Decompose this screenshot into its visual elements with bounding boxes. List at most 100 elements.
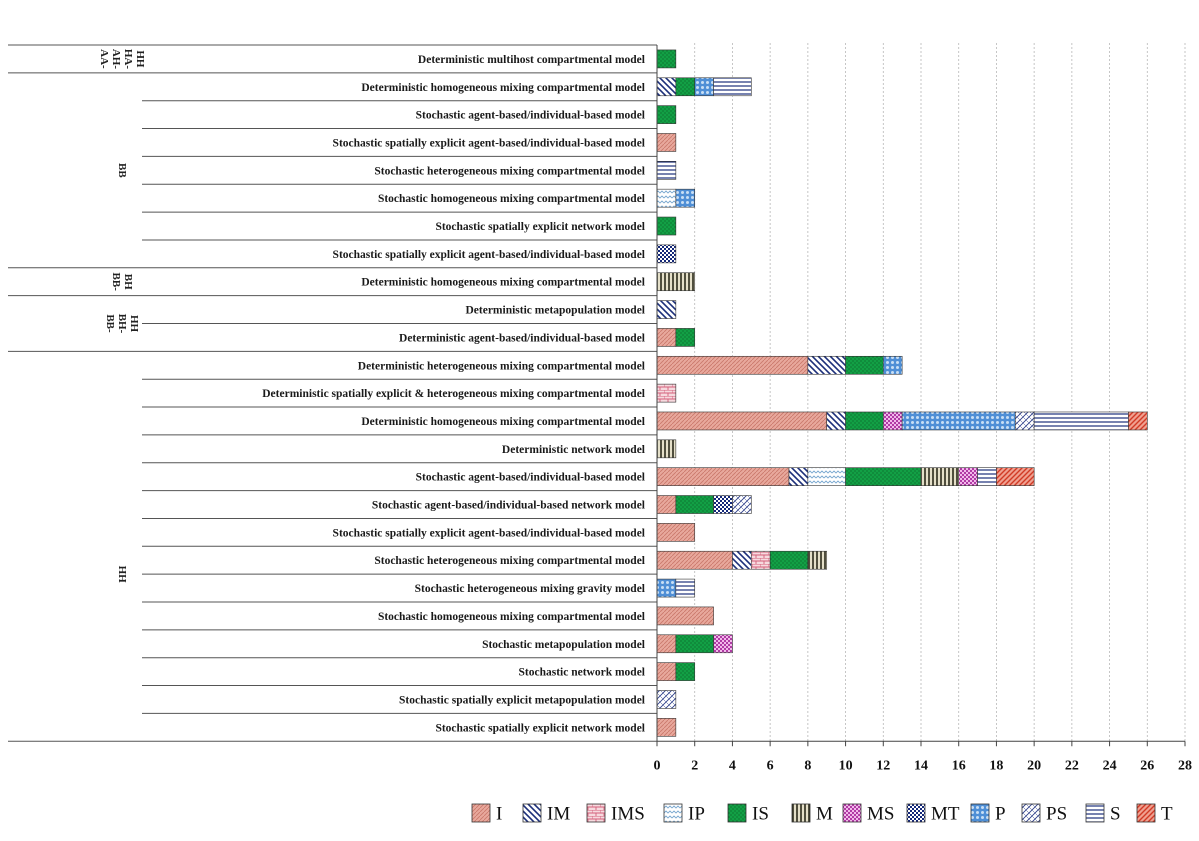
legend-label-s: S xyxy=(1110,804,1121,825)
legend-label-ip: IP xyxy=(688,804,705,825)
group-label: HA- xyxy=(122,49,134,70)
bar-segment-ip xyxy=(656,188,677,208)
legend-label-im: IM xyxy=(547,804,570,825)
group-label: HH xyxy=(134,50,146,68)
category-label: Stochastic heterogeneous mixing gravity … xyxy=(415,583,645,595)
bar-segment-is xyxy=(675,77,696,97)
category-label: Stochastic agent-based/individual-based … xyxy=(416,472,645,484)
bar-segment-i xyxy=(656,523,696,542)
category-label: Stochastic spatially explicit metapopula… xyxy=(399,694,645,706)
legend-label-i: I xyxy=(496,804,502,825)
category-label: Stochastic spatially explicit agent-base… xyxy=(333,249,645,261)
bar-segment-i xyxy=(656,133,677,152)
bar-segment-mt xyxy=(656,244,677,264)
category-label: Deterministic homogeneous mixing compart… xyxy=(361,277,645,289)
bar-segment-m xyxy=(920,467,960,486)
category-label: Stochastic spatially explicit network mo… xyxy=(435,221,645,233)
legend-label-p: P xyxy=(995,804,1006,825)
bar-segment-ms xyxy=(958,467,978,486)
category-label: Deterministic heterogeneous mixing compa… xyxy=(358,360,645,372)
category-label: Stochastic network model xyxy=(519,667,646,679)
legend-swatch-p xyxy=(970,803,990,823)
bar-segment-i xyxy=(656,328,677,347)
bar-segment-m xyxy=(656,272,696,292)
bar-segment-im xyxy=(826,411,846,431)
category-label: Stochastic heterogeneous mixing compartm… xyxy=(374,555,645,567)
group-label: BB- xyxy=(104,314,116,333)
group-label: HH xyxy=(116,566,128,584)
group-label: BB xyxy=(116,163,128,178)
group-label: BB- xyxy=(110,273,122,292)
bar-segment-ms xyxy=(882,411,903,431)
bar-segment-p xyxy=(882,355,903,375)
bar-segment-i xyxy=(656,550,733,570)
bar-segment-p xyxy=(901,411,1016,431)
category-label: Stochastic agent-based/individual-based … xyxy=(372,500,645,512)
x-tick-label: 4 xyxy=(729,758,736,773)
legend-swatch-ps xyxy=(1021,803,1041,823)
bar-segment-im xyxy=(656,77,677,97)
category-label: Deterministic spatially explicit & heter… xyxy=(262,388,645,400)
bar-segment-is xyxy=(675,634,714,654)
x-tick-label: 12 xyxy=(876,758,890,773)
bar-segment-ip xyxy=(807,467,846,486)
legend-swatch-ip xyxy=(663,803,683,823)
bar-segment-is xyxy=(656,49,677,69)
x-axis: 0 2 4 6 8 10 12 14 16 18 20 22 24 26 28 xyxy=(654,45,1192,773)
bar-segment-s xyxy=(1033,411,1129,431)
bar-segment-is xyxy=(845,467,922,486)
bar-segment-t xyxy=(1128,411,1148,431)
legend-swatch-s xyxy=(1085,803,1105,823)
bar-segment-s xyxy=(713,77,752,97)
bar-segment-ms xyxy=(713,634,733,654)
bar-segment-s xyxy=(656,161,677,180)
x-tick-label: 18 xyxy=(989,758,1003,773)
bar-segment-s xyxy=(675,578,696,598)
legend-label-is: IS xyxy=(752,804,769,825)
x-tick-label: 24 xyxy=(1103,758,1117,773)
bar-segment-ps xyxy=(732,495,752,514)
legend-swatch-im xyxy=(522,803,542,823)
x-tick-label: 16 xyxy=(952,758,966,773)
bar-segment-is xyxy=(845,355,884,375)
group-label: BH- xyxy=(116,314,128,334)
legend-swatch-ms xyxy=(842,803,862,823)
legend: I IM IMS IP IS M MS MT P PS S T xyxy=(471,803,1173,825)
bar-segment-is xyxy=(675,495,714,514)
gridlines xyxy=(694,43,1186,742)
bar-segment-im xyxy=(732,550,752,570)
category-label: Stochastic spatially explicit network mo… xyxy=(435,722,645,734)
category-label: Deterministic metapopulation model xyxy=(465,305,645,317)
bar-segment-ps xyxy=(1014,411,1035,431)
bar-segment-im xyxy=(788,467,809,486)
bar-segment-ims xyxy=(656,383,677,403)
bar-segment-im xyxy=(807,355,846,375)
bar-segment-i xyxy=(656,662,677,681)
x-tick-label: 26 xyxy=(1140,758,1154,773)
category-label: Deterministic homogeneous mixing compart… xyxy=(361,416,645,428)
category-label: Stochastic agent-based/individual-based … xyxy=(416,110,645,122)
bar-segment-is xyxy=(845,411,884,431)
legend-label-m: M xyxy=(816,804,833,825)
bar-segment-i xyxy=(656,355,809,375)
group-label: AA- xyxy=(98,49,110,69)
bar-segment-is xyxy=(675,662,696,681)
category-label: Deterministic homogeneous mixing compart… xyxy=(361,82,645,94)
bar-segment-m xyxy=(807,550,828,570)
legend-swatch-i xyxy=(471,803,491,823)
category-label: Stochastic spatially explicit agent-base… xyxy=(333,137,645,149)
legend-swatch-t xyxy=(1136,803,1156,823)
category-label: Stochastic heterogeneous mixing compartm… xyxy=(374,165,645,177)
bar-segment-i xyxy=(656,718,677,737)
bar-segment-i xyxy=(656,411,828,431)
legend-swatch-mt xyxy=(906,803,926,823)
bar-segment-ps xyxy=(656,690,677,709)
x-tick-label: 22 xyxy=(1065,758,1079,773)
legend-label-ims: IMS xyxy=(611,804,645,825)
bar-segment-m xyxy=(656,439,677,459)
bar-segment-p xyxy=(656,578,677,598)
bar-segment-is xyxy=(656,216,677,236)
legend-label-ms: MS xyxy=(867,804,894,825)
group-label: HH xyxy=(128,315,140,333)
